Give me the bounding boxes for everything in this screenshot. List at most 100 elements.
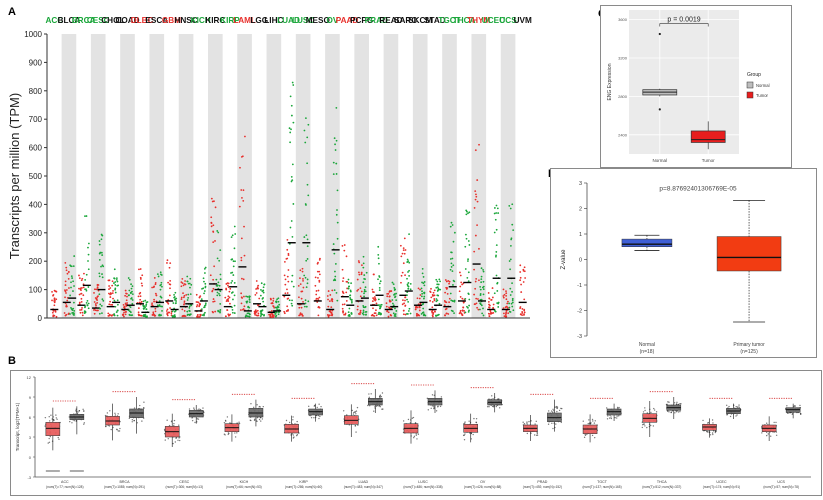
a-tumor-point: [447, 313, 450, 315]
a-tumor-point: [107, 312, 110, 315]
b-kirp-normal-point: [310, 417, 313, 419]
a-tumor-point: [195, 293, 198, 296]
a-tumor-point: [167, 281, 170, 284]
a-normal-point: [275, 314, 278, 317]
a-normal-point: [160, 314, 163, 317]
a-normal-point: [200, 298, 203, 301]
a-normal-point: [348, 307, 351, 310]
a-tumor-point: [403, 237, 406, 240]
a-normal-point: [187, 296, 190, 299]
a-tumor-point: [212, 298, 215, 300]
b-prad-tumor-point: [534, 423, 536, 425]
b-ov-normal-point: [494, 396, 496, 399]
a-normal-point: [335, 213, 338, 216]
b-kirp-tumor-point: [296, 433, 299, 436]
a-normal-point: [450, 299, 453, 302]
b-ucec-normal-point: [729, 415, 732, 418]
a-normal-point: [349, 298, 352, 301]
b-tgct-tumor-point: [587, 422, 589, 425]
a-tumor-point: [400, 255, 403, 258]
a-normal-point: [481, 286, 484, 289]
a-tumor-point: [184, 315, 187, 317]
b-thca-normal-point: [666, 403, 668, 406]
a-normal-point: [306, 136, 309, 139]
a-tumor-point: [356, 308, 359, 311]
a-normal-point: [336, 237, 339, 240]
b-kirp-normal-point: [308, 405, 310, 408]
a-ytick-label-0: 0: [38, 314, 43, 323]
a-normal-point: [73, 310, 76, 312]
panel-a-chart: 01002003004005006007008009001000Transcri…: [7, 16, 532, 323]
a-tumor-point: [286, 248, 289, 251]
band-tgct: [442, 34, 457, 318]
b-tgct-tumor-point: [591, 434, 594, 437]
b-tgct-tumor-point: [583, 436, 586, 439]
a-tumor-point: [344, 312, 347, 315]
a-tumor-point: [284, 283, 287, 286]
b-prad-tumor-point: [530, 420, 532, 422]
a-tumor-point: [238, 205, 241, 208]
a-normal-point: [247, 315, 250, 318]
a-tumor-point: [417, 313, 420, 316]
b-brca-normal-point: [128, 417, 131, 420]
a-tumor-point: [429, 291, 432, 294]
a-tumor-point: [431, 295, 434, 297]
a-normal-point: [379, 307, 381, 310]
a-tumor-point: [301, 290, 304, 293]
a-tumor-point: [477, 298, 479, 300]
b-acc-normal-point: [73, 419, 76, 422]
a-normal-point: [128, 314, 131, 316]
a-normal-point: [73, 301, 75, 304]
a-normal-point: [467, 310, 470, 313]
b-lusc-tumor-point: [412, 416, 415, 419]
a-tumor-point: [51, 290, 53, 293]
b-ytick-label: 6: [29, 415, 32, 420]
a-tumor-point: [414, 308, 417, 311]
a-normal-point: [98, 258, 101, 261]
b-cesc-n-label: (num(T)=306; num(N)=13): [166, 485, 203, 489]
b-thca-normal-point: [670, 411, 672, 413]
a-tumor-point: [504, 314, 507, 316]
a-normal-point: [130, 283, 132, 286]
a-tumor-point: [64, 296, 66, 299]
b-prad-tumor-point: [526, 422, 528, 425]
a-normal-point: [510, 238, 513, 241]
a-tumor-point: [477, 308, 480, 311]
a-normal-point: [245, 300, 248, 303]
a-ytick-label-700: 700: [29, 115, 43, 124]
a-normal-point: [131, 302, 134, 305]
a-tumor-point: [138, 292, 141, 295]
a-normal-point: [467, 260, 469, 262]
a-normal-point: [420, 287, 423, 290]
b-luad-tumor-point: [354, 425, 357, 427]
a-tumor-point: [256, 309, 259, 312]
a-normal-point: [116, 309, 119, 312]
a-tumor-point: [96, 287, 99, 289]
a-tumor-point: [123, 306, 126, 309]
a-normal-point: [407, 282, 410, 284]
b-acc-tumor-point: [58, 438, 60, 441]
a-tumor-point: [370, 314, 373, 317]
a-normal-point: [204, 282, 207, 285]
a-cancer-label-luad: LUAD: [277, 16, 300, 25]
a-normal-point: [391, 281, 394, 284]
a-normal-point: [421, 272, 424, 275]
a-tumor-point: [359, 313, 361, 316]
a-normal-point: [482, 288, 485, 291]
a-cancer-label-kich: KICH: [191, 16, 211, 25]
a-tumor-point: [226, 282, 229, 285]
a-normal-point: [435, 278, 438, 281]
a-ytick-label-200: 200: [29, 257, 43, 266]
a-tumor-point: [404, 274, 406, 277]
b-luad-tumor-point: [353, 411, 355, 414]
a-tumor-point: [404, 296, 407, 299]
a-normal-point: [450, 266, 453, 268]
a-tumor-point: [462, 306, 465, 309]
a-tumor-point: [287, 280, 290, 283]
a-normal-point: [304, 141, 307, 144]
a-tumor-point: [342, 310, 344, 313]
a-normal-point: [511, 223, 514, 226]
a-normal-point: [334, 270, 336, 273]
a-tumor-point: [400, 274, 403, 277]
